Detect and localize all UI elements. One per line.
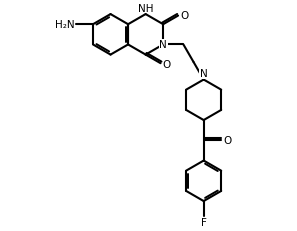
Text: NH: NH <box>138 4 153 14</box>
Text: O: O <box>180 11 188 21</box>
Text: F: F <box>201 217 207 227</box>
Text: H₂N: H₂N <box>55 20 74 30</box>
Text: N: N <box>200 69 208 79</box>
Text: O: O <box>162 60 171 70</box>
Text: O: O <box>223 136 232 146</box>
Text: N: N <box>159 40 167 50</box>
